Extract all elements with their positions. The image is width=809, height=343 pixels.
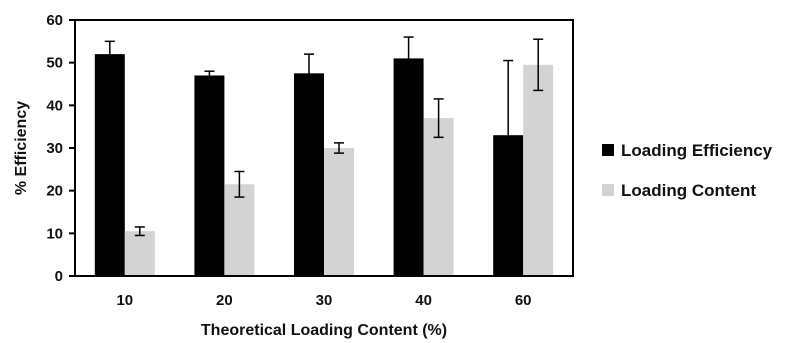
- y-tick-label: 20: [46, 183, 63, 200]
- error-bar: [234, 170, 245, 198]
- y-tick-label: 40: [46, 97, 63, 114]
- x-tick-label: 30: [316, 292, 333, 309]
- bar-loading-content-40: [423, 118, 454, 276]
- y-tick-label: 10: [46, 225, 63, 242]
- legend-label: Loading Content: [621, 181, 756, 200]
- error-bar: [503, 59, 514, 211]
- error-bar: [134, 226, 145, 237]
- error-bar: [104, 40, 115, 68]
- bar-loading-efficiency-30: [294, 73, 324, 276]
- bar-loading-efficiency-10: [94, 54, 125, 277]
- error-bar: [403, 36, 414, 81]
- bar-loading-efficiency-20: [194, 75, 225, 276]
- error-bars: [104, 36, 544, 237]
- x-axis-title: Theoretical Loading Content (%): [201, 322, 447, 339]
- error-bar: [334, 142, 344, 154]
- bar-loading-content-20: [224, 184, 255, 276]
- x-tick-label: 10: [116, 292, 133, 309]
- y-axis-ticks: 0 10 20 30 40 50 60: [46, 12, 75, 285]
- error-bar: [304, 53, 314, 94]
- legend-label: Loading Efficiency: [621, 141, 773, 160]
- error-bar: [204, 70, 215, 81]
- x-tick-label: 40: [415, 292, 432, 309]
- legend-swatch: [602, 144, 614, 156]
- legend: Loading Efficiency Loading Content: [602, 141, 773, 200]
- bar-loading-content-10: [124, 231, 155, 276]
- x-tick-label: 20: [216, 292, 233, 309]
- x-tick-label: 60: [515, 292, 532, 309]
- bar-loading-content-60: [523, 64, 554, 276]
- bars: [94, 54, 554, 277]
- y-axis-title: % Efficiency: [13, 101, 30, 195]
- error-bar: [533, 38, 544, 92]
- plot-frame: [74, 19, 574, 277]
- x-axis-ticks: 10 20 30 40 60: [116, 292, 531, 309]
- error-bar: [433, 98, 444, 139]
- legend-swatch: [602, 184, 614, 196]
- y-tick-label: 50: [46, 55, 63, 72]
- bar-loading-content-30: [324, 148, 354, 276]
- y-tick-label: 0: [55, 268, 63, 285]
- bar-loading-efficiency-40: [393, 58, 424, 277]
- y-tick-label: 30: [46, 140, 63, 157]
- y-tick-label: 60: [46, 12, 63, 29]
